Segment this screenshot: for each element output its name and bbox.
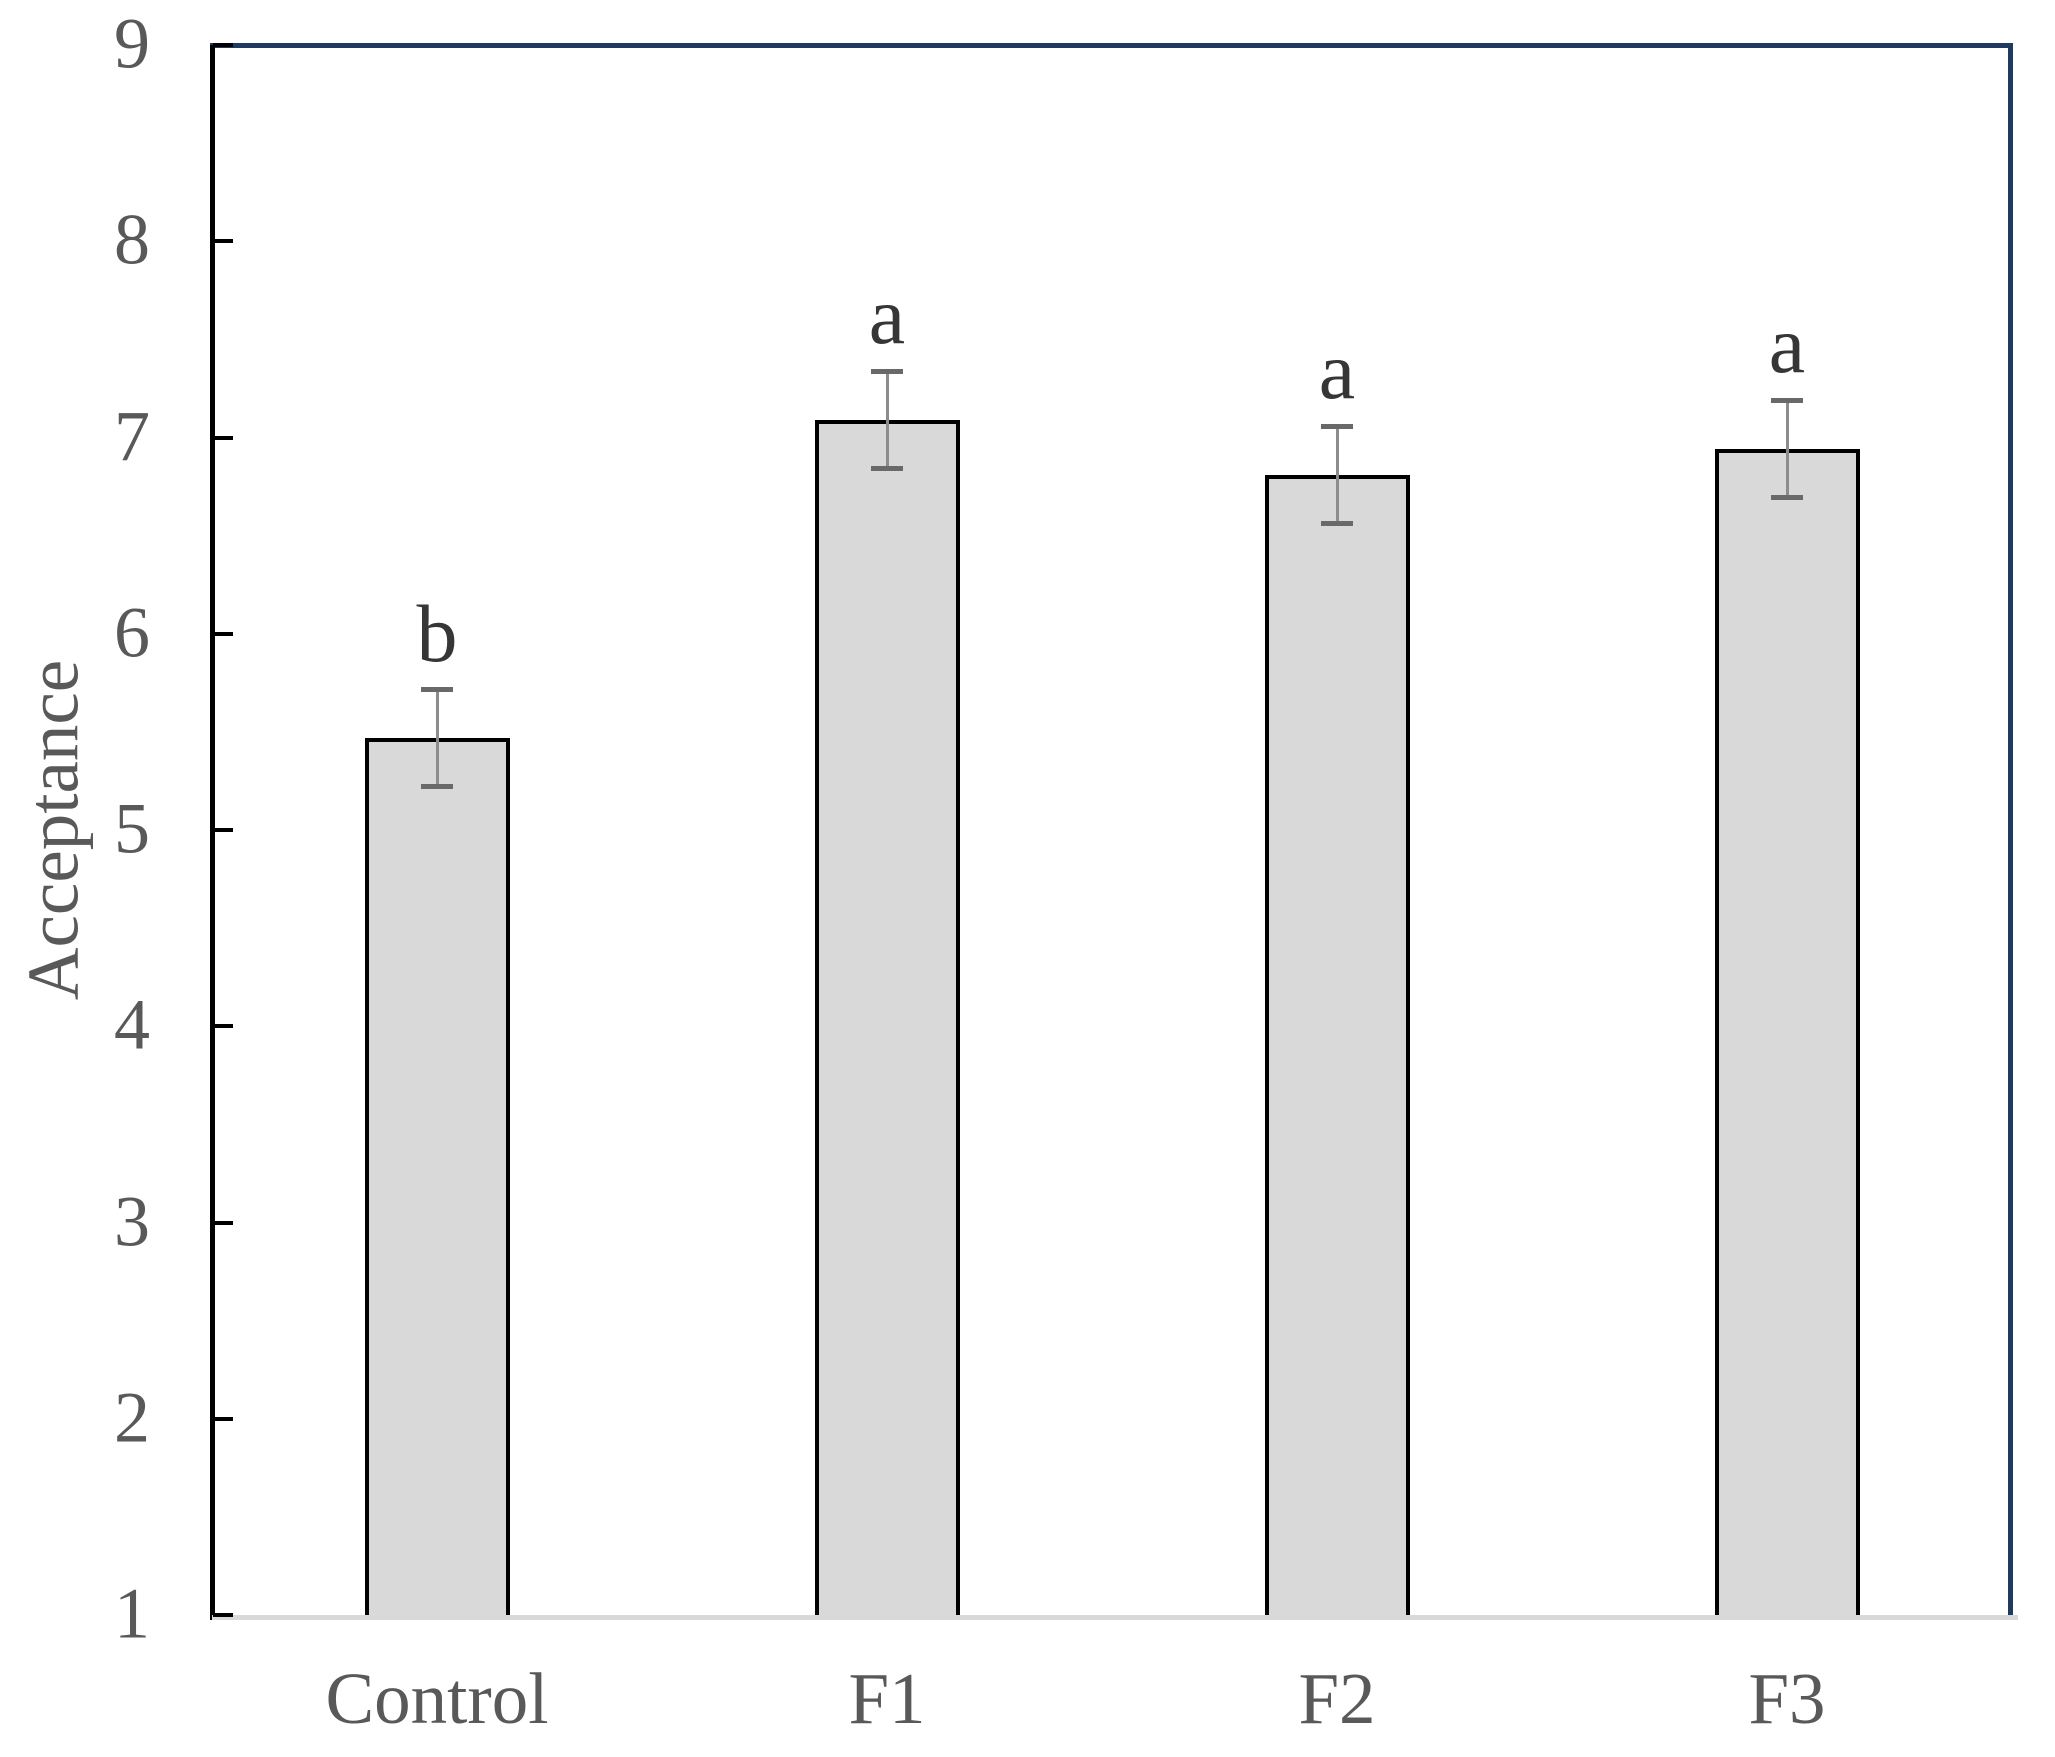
y-tick-mark	[213, 1024, 233, 1029]
plot-border-right	[2008, 43, 2013, 1620]
error-bar-cap-top	[421, 686, 453, 692]
x-axis-category-label: Control	[325, 1658, 549, 1739]
y-tick-label: 9	[114, 3, 150, 84]
error-bar-cap-bottom	[1321, 520, 1353, 526]
error-bar-line	[435, 688, 439, 787]
error-bar-cap-top	[1321, 423, 1353, 429]
y-tick-label: 6	[114, 592, 150, 673]
error-bar-cap-bottom	[1771, 495, 1803, 501]
bar-f2	[1264, 474, 1410, 1615]
x-axis-line	[212, 1615, 2018, 1620]
y-axis-line	[210, 45, 215, 1620]
y-tick-mark	[213, 435, 233, 440]
y-tick-label: 3	[114, 1181, 150, 1262]
significance-letter: a	[868, 269, 906, 361]
bar-f1	[814, 419, 960, 1615]
plot-border-top	[210, 43, 2013, 48]
y-tick-label: 5	[114, 788, 150, 869]
error-bar-line	[885, 370, 889, 469]
y-tick-label: 4	[114, 984, 150, 1065]
y-tick-label: 1	[114, 1573, 150, 1654]
y-tick-label: 8	[114, 199, 150, 280]
y-tick-mark	[213, 239, 233, 244]
error-bar-cap-bottom	[421, 783, 453, 789]
error-bar-line	[1335, 425, 1339, 524]
x-axis-category-label: F3	[1748, 1658, 1826, 1739]
significance-letter: b	[416, 587, 458, 679]
bar-control	[364, 737, 510, 1615]
y-tick-mark	[213, 1613, 233, 1617]
x-axis-category-label: F1	[848, 1658, 926, 1739]
significance-letter: a	[1318, 324, 1356, 416]
y-tick-mark	[213, 43, 233, 47]
y-tick-mark	[213, 631, 233, 636]
bar-f3	[1714, 449, 1860, 1615]
y-tick-mark	[213, 1220, 233, 1225]
y-tick-mark	[213, 1416, 233, 1421]
y-tick-label: 7	[114, 396, 150, 477]
error-bar-cap-bottom	[871, 465, 903, 471]
x-axis-category-label: F2	[1298, 1658, 1376, 1739]
error-bar-cap-top	[1771, 398, 1803, 404]
y-tick-mark	[213, 828, 233, 832]
error-bar-cap-top	[871, 368, 903, 374]
y-tick-label: 2	[114, 1377, 150, 1458]
significance-letter: a	[1768, 299, 1806, 391]
error-bar-line	[1785, 400, 1789, 499]
